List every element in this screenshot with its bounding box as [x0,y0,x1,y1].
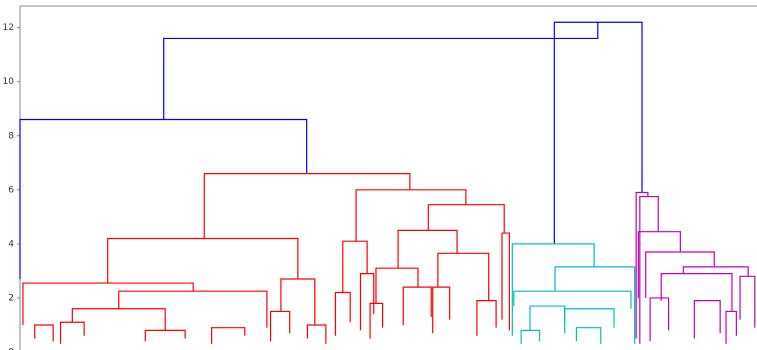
link [682,266,749,277]
link [334,291,351,336]
link [725,310,737,344]
link [645,251,715,298]
link [59,321,85,344]
link [739,275,756,328]
link [163,22,599,120]
link [306,324,327,344]
link [660,273,733,312]
link [402,286,432,325]
link [637,231,681,298]
link [635,191,649,339]
y-tick-label: 2 [8,293,14,303]
link [432,286,451,334]
link [369,302,384,339]
link [211,327,246,344]
y-tick-label: 8 [8,131,14,141]
y-tick-label: 0 [8,348,14,350]
link [280,278,316,325]
link [564,308,615,334]
link [71,308,166,331]
link [19,118,308,280]
link [520,329,541,344]
link [575,327,602,344]
link [144,329,186,342]
link [513,290,632,309]
y-tick-label: 6 [8,185,14,195]
link [359,273,375,331]
link [554,266,636,344]
link [269,310,291,342]
y-tick-label: 12 [3,23,14,33]
link [22,282,194,325]
link [375,267,419,304]
link [342,240,368,293]
link [397,229,458,269]
link [476,300,497,336]
link [639,195,659,344]
y-tick-label: 10 [3,77,15,87]
link [107,237,299,284]
link [34,324,54,342]
link [501,232,510,331]
link [427,204,505,234]
link [529,305,566,331]
link [118,290,268,328]
link [437,252,490,301]
link [511,243,595,336]
link [649,297,670,342]
link [355,189,467,242]
link [203,172,411,239]
y-tick-label: 4 [8,239,14,249]
link [553,21,643,244]
link [693,300,721,339]
